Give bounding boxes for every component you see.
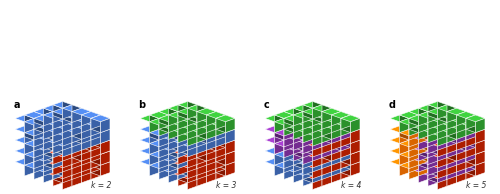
Text: d: d xyxy=(388,100,396,110)
Text: k = 2: k = 2 xyxy=(91,181,112,190)
Text: k = 3: k = 3 xyxy=(216,181,236,190)
Text: a: a xyxy=(14,100,20,110)
Text: c: c xyxy=(264,100,269,110)
Text: k = 4: k = 4 xyxy=(341,181,361,190)
Text: k = 5: k = 5 xyxy=(466,181,486,190)
Text: b: b xyxy=(138,100,145,110)
